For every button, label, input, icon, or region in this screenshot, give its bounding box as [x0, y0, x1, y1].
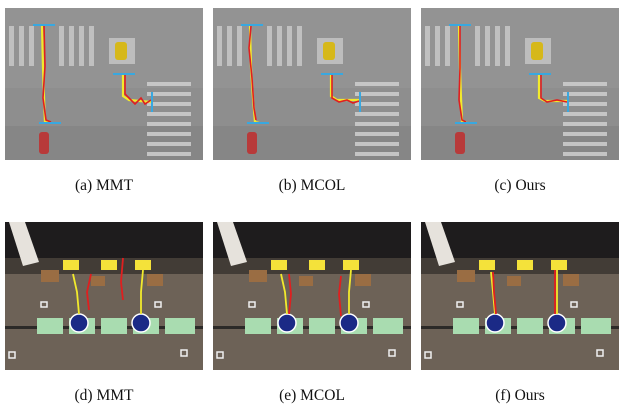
sim-scene — [5, 8, 203, 160]
lab-panel-mmt — [5, 222, 203, 370]
boxes — [457, 270, 579, 286]
sim-scene — [213, 8, 411, 160]
sim-panel-ours — [421, 8, 619, 160]
actual-path-right — [540, 74, 568, 103]
actual-path-left — [248, 25, 257, 121]
boxes — [249, 270, 371, 286]
red-car — [247, 132, 257, 154]
planned-path-robot1 — [72, 273, 80, 315]
actual-path-robot1 — [86, 273, 92, 311]
floor-markers — [216, 301, 396, 359]
caption-d: (d) MMT — [74, 387, 134, 404]
actual-path-left — [458, 26, 467, 123]
yellow-goal-pads — [271, 260, 359, 270]
planned-path-robot2 — [140, 269, 144, 314]
sim-scene — [421, 8, 619, 160]
boxes — [41, 270, 163, 286]
crosswalk-right — [355, 82, 399, 156]
crosswalk-top — [425, 26, 510, 66]
robots — [277, 313, 359, 333]
caption-c: (c) Ours — [494, 177, 546, 194]
endpoint-markers — [241, 24, 361, 124]
yellow-goal-pads — [479, 260, 567, 270]
pillar — [9, 222, 39, 266]
floor-markers — [424, 301, 604, 359]
lab-panel-mcol — [213, 222, 411, 370]
curtain — [213, 222, 411, 258]
actual-path-left — [42, 25, 52, 123]
endpoint-markers — [449, 24, 569, 124]
lab-panel-ours — [421, 222, 619, 370]
pillar — [217, 222, 247, 266]
yellow-car — [531, 42, 543, 60]
floor-markers — [8, 301, 188, 359]
endpoint-markers — [33, 24, 153, 124]
actual-path-robot2 — [120, 257, 124, 301]
red-car — [39, 132, 49, 154]
yellow-car — [115, 42, 127, 60]
crosswalk-right — [563, 82, 607, 156]
crosswalk-right — [147, 82, 191, 156]
actual-path-right — [124, 74, 152, 106]
actual-path-right — [331, 74, 360, 104]
pillar — [425, 222, 455, 266]
caption-e: (e) MCOL — [279, 387, 345, 404]
sim-panel-mcol — [213, 8, 411, 160]
lab-scene — [5, 222, 203, 370]
actual-path-robot1 — [288, 273, 292, 315]
actual-path-robot2 — [338, 275, 342, 317]
yellow-goal-pads — [63, 260, 151, 270]
crosswalk-top — [217, 26, 302, 66]
curtain — [5, 222, 203, 258]
red-car — [455, 132, 465, 154]
planned-path-right — [121, 74, 152, 104]
crosswalk-top — [9, 26, 94, 66]
actual-path-robot1 — [492, 271, 497, 315]
caption-b: (b) MCOL — [278, 177, 346, 194]
curtain — [421, 222, 619, 258]
robots — [69, 313, 151, 333]
green-start-pads — [245, 318, 403, 334]
caption-a: (a) MMT — [74, 177, 134, 194]
lab-scene — [213, 222, 411, 370]
sim-panel-mmt — [5, 8, 203, 160]
planned-path-robot1 — [280, 273, 288, 315]
yellow-car — [323, 42, 335, 60]
planned-path-robot2 — [348, 269, 352, 314]
green-start-pads — [37, 318, 195, 334]
caption-f: (f) Ours — [495, 387, 545, 404]
lab-scene — [421, 222, 619, 370]
planned-path-robot1 — [490, 271, 496, 315]
green-start-pads — [453, 318, 611, 334]
